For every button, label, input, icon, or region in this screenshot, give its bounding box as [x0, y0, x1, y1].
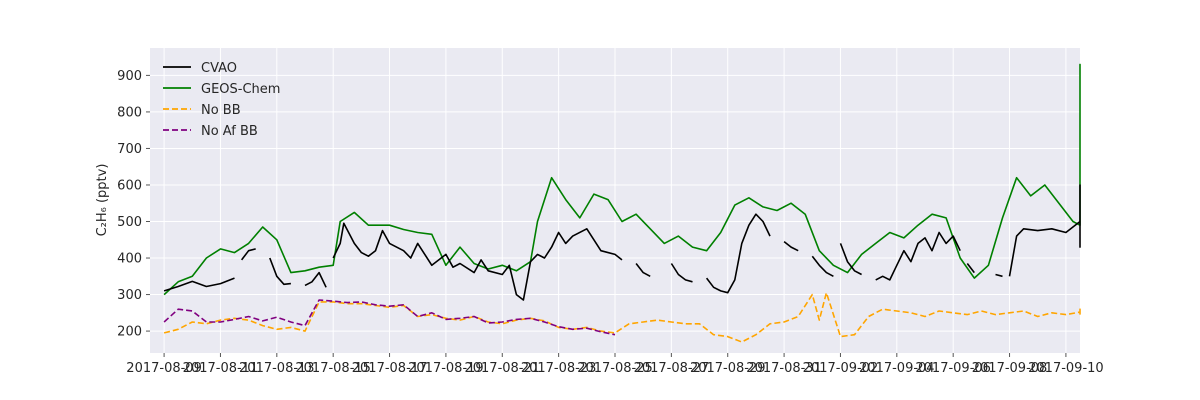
- y-tick-label: 800: [117, 105, 142, 120]
- legend-label: CVAO: [201, 61, 237, 76]
- series-line-no-bb: [163, 291, 1081, 343]
- y-tick-label: 700: [117, 142, 142, 157]
- x-tick-label: 2017-08-27: [634, 361, 710, 376]
- y-tick-label: 600: [117, 178, 142, 193]
- x-tick-label: 2017-08-11: [183, 361, 259, 376]
- series-line-cvao: [966, 263, 975, 274]
- series-line-cvao: [875, 231, 961, 281]
- series-line-cvao: [839, 243, 862, 276]
- series-line-cvao: [670, 263, 693, 283]
- x-tick-label: 2017-09-08: [972, 361, 1048, 376]
- y-tick-label: 400: [117, 252, 142, 267]
- y-axis-label: C₂H₆ (pptv): [95, 164, 110, 237]
- x-tick-label: 2017-08-15: [295, 361, 371, 376]
- x-tick-label: 2017-08-17: [352, 361, 428, 376]
- series-cvao: [163, 184, 1081, 301]
- grid-lines: [150, 48, 1080, 353]
- series-line-cvao: [332, 222, 623, 301]
- series-line-cvao: [783, 240, 799, 252]
- legend-label: GEOS-Chem: [201, 82, 280, 97]
- series-line-cvao: [811, 255, 834, 278]
- series-no-bb: [163, 291, 1081, 343]
- x-tick-label: 2017-09-06: [915, 361, 991, 376]
- y-tick-label: 300: [117, 288, 142, 303]
- x-tick-label: 2017-08-21: [464, 361, 540, 376]
- series-line-cvao: [1008, 184, 1081, 277]
- x-tick-label: 2017-08-29: [690, 361, 766, 376]
- x-tick-label: 2017-09-04: [859, 361, 935, 376]
- series-line-no-af-bb: [163, 299, 616, 336]
- x-tick-label: 2017-08-19: [408, 361, 484, 376]
- x-tick-label: 2017-08-31: [746, 361, 822, 376]
- legend-label: No Af BB: [201, 124, 258, 139]
- series-line-cvao: [240, 248, 256, 261]
- x-axis-ticks: 2017-08-092017-08-112017-08-132017-08-15…: [126, 353, 1104, 376]
- y-tick-label: 900: [117, 69, 142, 84]
- series-no-af-bb: [163, 299, 616, 336]
- x-tick-label: 2017-09-02: [803, 361, 879, 376]
- legend-label: No BB: [201, 103, 241, 118]
- y-tick-label: 500: [117, 215, 142, 230]
- series-line-cvao: [269, 257, 291, 286]
- y-tick-label: 200: [117, 325, 142, 340]
- series-line-cvao: [705, 213, 771, 294]
- x-tick-label: 2017-08-23: [521, 361, 597, 376]
- x-tick-label: 2017-09-10: [1028, 361, 1104, 376]
- series-line-cvao: [995, 273, 1003, 278]
- series-layer: [163, 63, 1081, 343]
- x-tick-label: 2017-08-25: [577, 361, 653, 376]
- legend: CVAO GEOS-Chem No BB No Af BB: [163, 61, 280, 139]
- series-line-cvao: [304, 271, 327, 288]
- series-line-cvao: [635, 263, 651, 278]
- x-tick-label: 2017-08-09: [126, 361, 202, 376]
- y-axis-ticks: 200 300 400 500 600 700 800 900: [117, 69, 150, 340]
- series-line-cvao: [163, 277, 235, 292]
- x-tick-label: 2017-08-13: [239, 361, 315, 376]
